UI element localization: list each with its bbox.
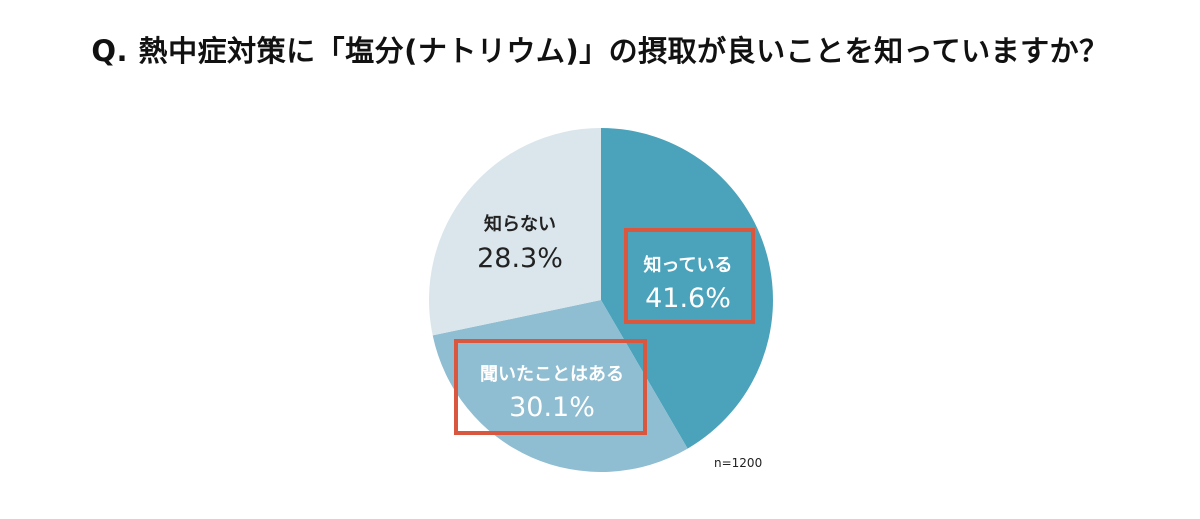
slice-value-0: 41.6% bbox=[645, 283, 731, 314]
question-title: Q. 熱中症対策に「塩分(ナトリウム)」の摂取が良いことを知っていますか？ bbox=[91, 34, 1109, 68]
highlight-box-0 bbox=[624, 228, 755, 324]
slice-value-2: 28.3% bbox=[477, 243, 563, 274]
sample-size-label: n=1200 bbox=[714, 456, 762, 470]
pie-labels: 知っている 41.6% 聞いたことはある 30.1% 知らない 28.3% bbox=[454, 213, 755, 435]
highlight-box-1 bbox=[454, 339, 647, 435]
slice-label-1: 聞いたことはある bbox=[480, 364, 624, 385]
slice-label-2: 知らない bbox=[484, 213, 556, 235]
slice-label-0: 知っている bbox=[643, 254, 732, 276]
slice-value-1: 30.1% bbox=[509, 392, 595, 423]
pie-slice-2 bbox=[429, 128, 601, 336]
